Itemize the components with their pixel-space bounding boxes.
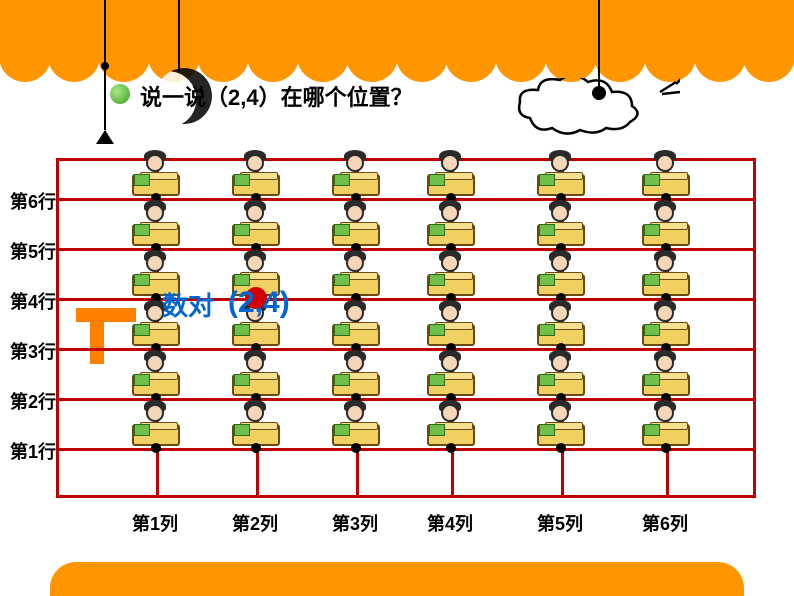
grid-dot: [556, 443, 566, 453]
callout-tuple: (2,4): [228, 286, 290, 320]
row-label: 第5行: [10, 238, 56, 264]
grid-dot: [151, 443, 161, 453]
col-label: 第4列: [427, 510, 473, 536]
row-label: 第6行: [10, 188, 56, 214]
col-label: 第1列: [132, 510, 178, 536]
col-label: 第3列: [332, 510, 378, 536]
grid-area: [56, 158, 756, 498]
grid-dot: [251, 443, 261, 453]
col-label: 第2列: [232, 510, 278, 536]
grid-dot: [661, 443, 671, 453]
row-label: 第2行: [10, 388, 56, 414]
row-label: 第1行: [10, 438, 56, 464]
col-label: 第6列: [642, 510, 688, 536]
hanger-bead: [101, 62, 109, 70]
orange-t-vbar: [90, 308, 104, 364]
col-label: 第5列: [537, 510, 583, 536]
grid-dot: [351, 443, 361, 453]
cloud-icon: [510, 78, 680, 138]
hanger-cloud-string: [598, 0, 600, 86]
orange-t-hbar: [76, 308, 136, 322]
bottom-orange-band: [50, 562, 744, 596]
slide-title: 说一说（2,4）在哪个位置？: [140, 80, 413, 112]
slide-stage: 说一说（2,4）在哪个位置？ 数对 (2,4) 第6行第5行第4行第3行第2行第…: [0, 0, 794, 596]
row-label: 第4行: [10, 288, 56, 314]
row-label: 第3行: [10, 338, 56, 364]
grid-dot: [446, 443, 456, 453]
hanger-moon-string: [178, 0, 180, 72]
bullet-icon: [110, 84, 130, 104]
callout-label: 数对: [162, 286, 214, 323]
